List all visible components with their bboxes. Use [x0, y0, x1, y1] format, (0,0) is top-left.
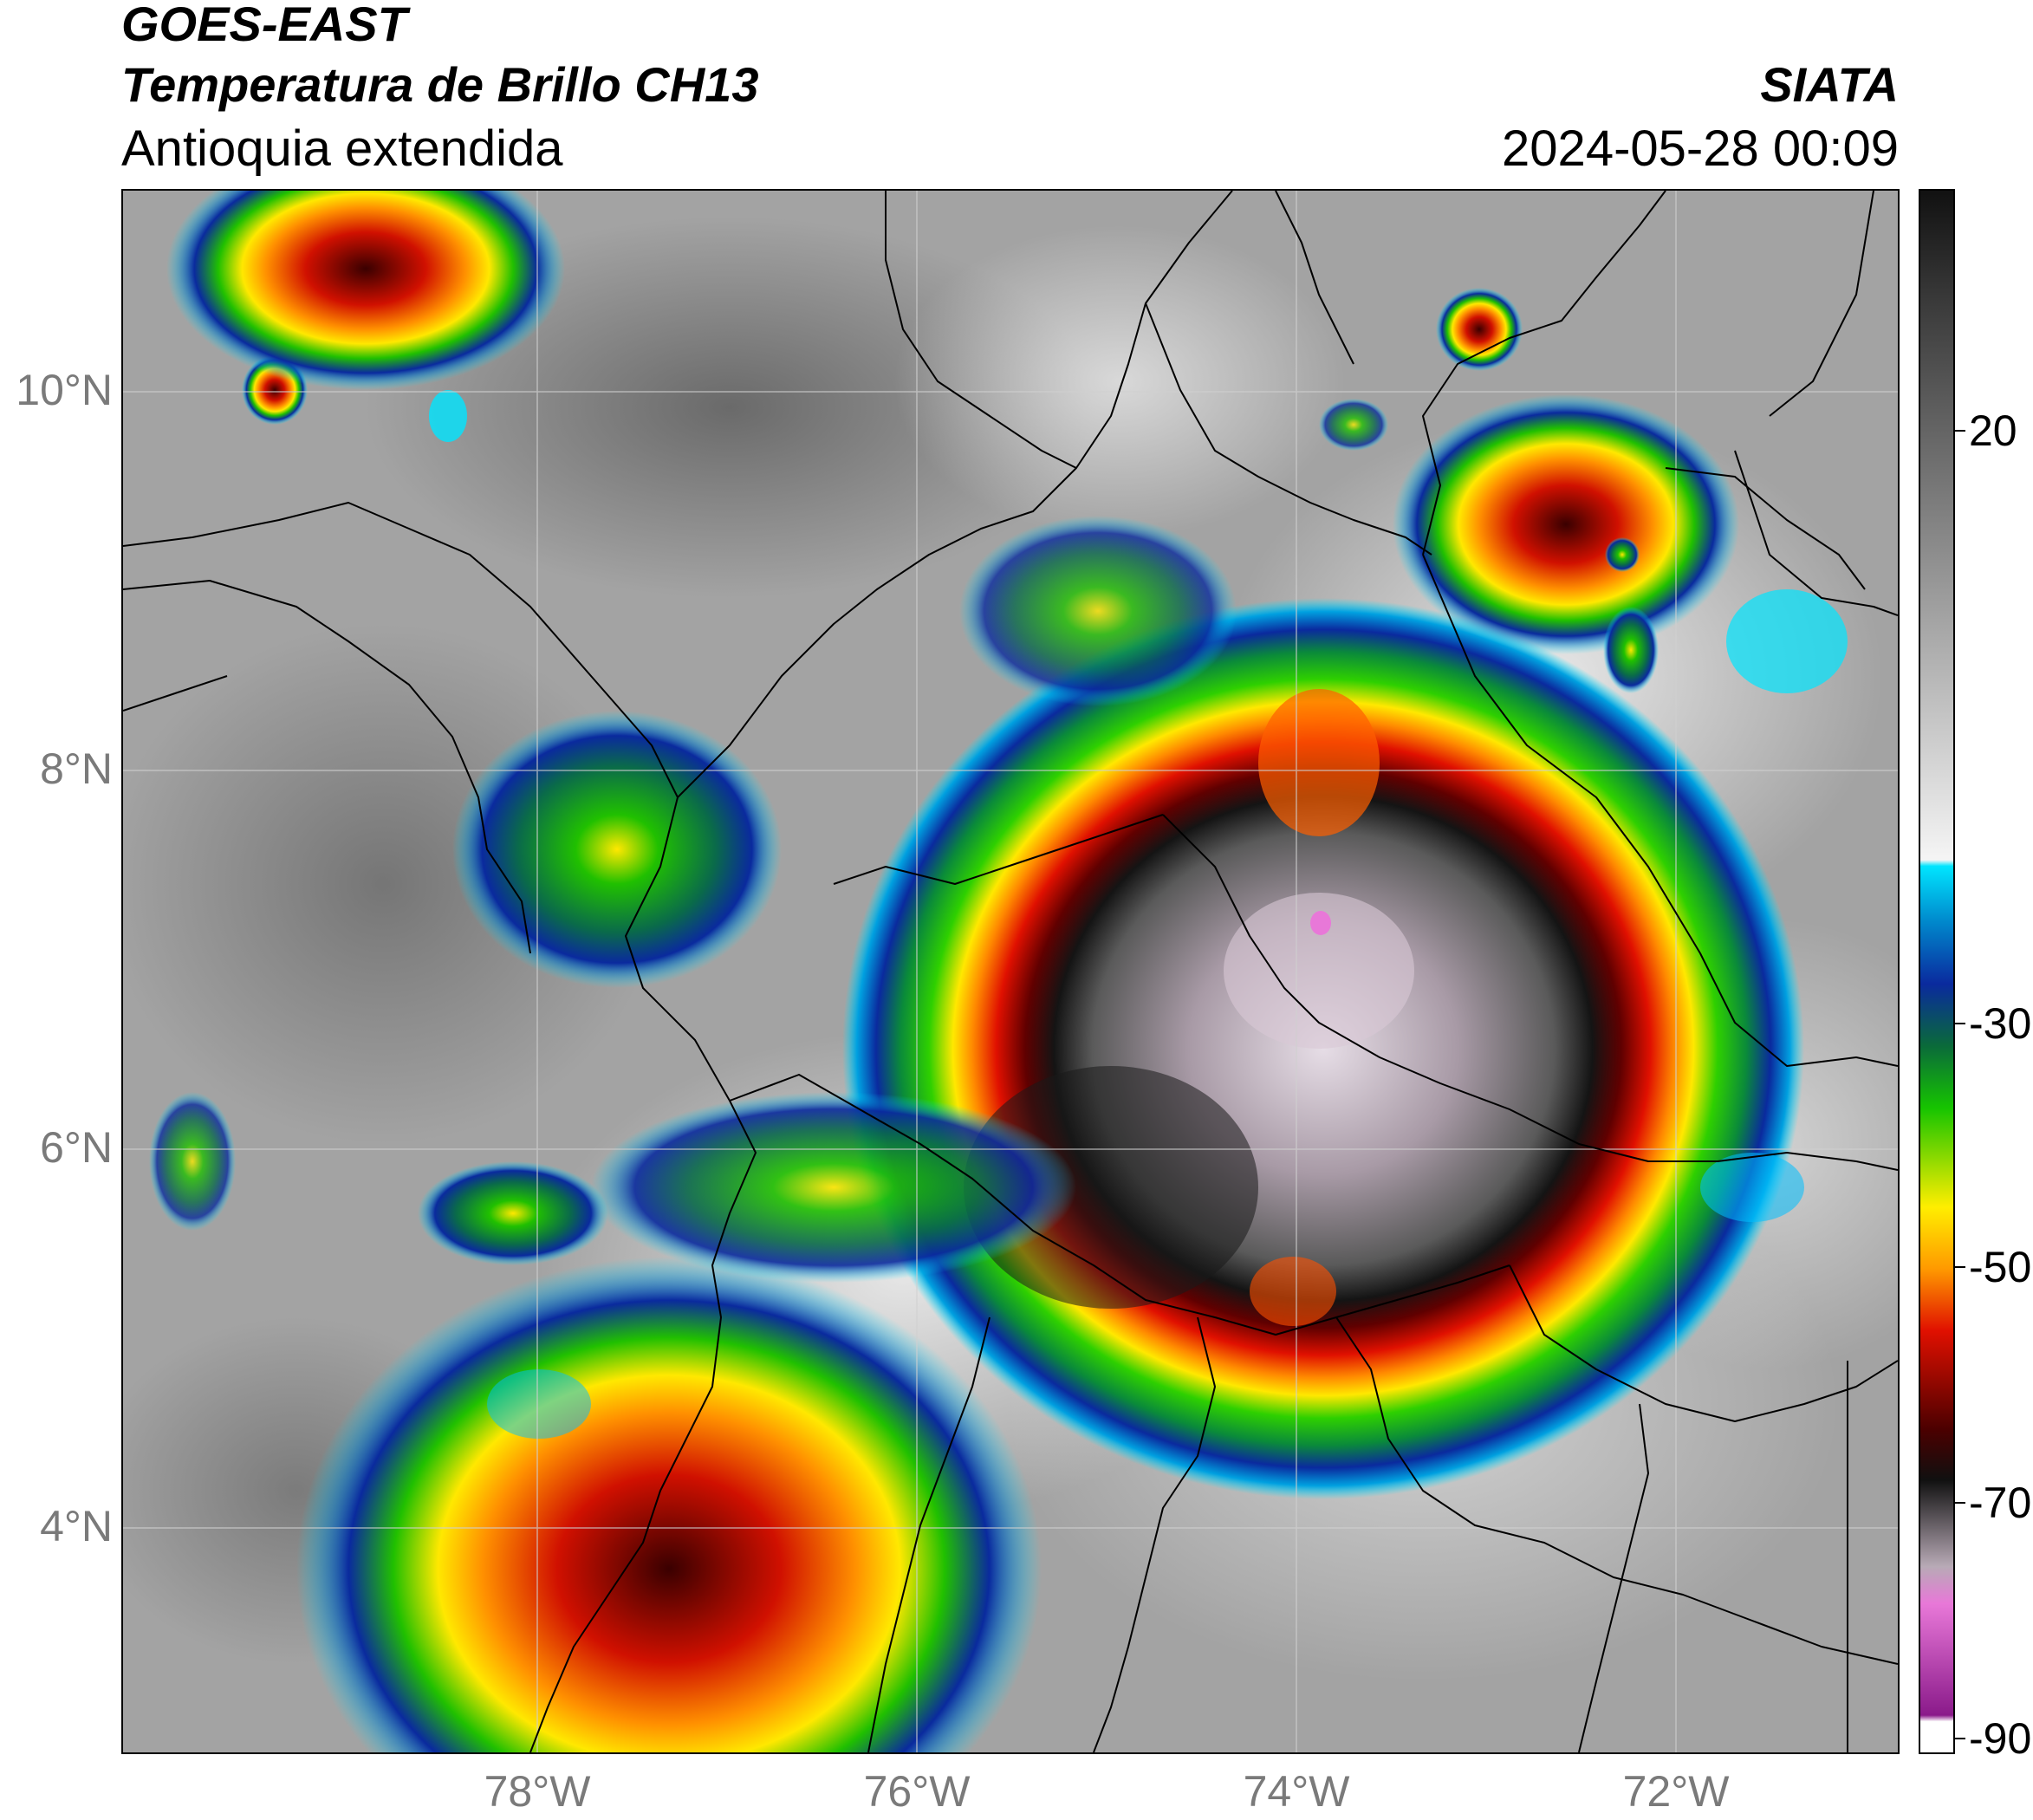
region-subtitle: Antioquia extendida	[121, 120, 563, 177]
lon-label-76w: 76°W	[863, 1767, 971, 1816]
colorbar-label-minus30: -30	[1969, 999, 2032, 1048]
colorbar-tick-minus30	[1955, 1023, 1965, 1024]
colorbar-label-minus70: -70	[1969, 1479, 2032, 1527]
lon-label-78w: 78°W	[484, 1767, 591, 1816]
datetime-label: 2024-05-28 00:09	[1502, 120, 1899, 177]
lat-label-8n: 8°N	[40, 744, 113, 793]
satellite-title: GOES-EAST	[121, 0, 407, 51]
colorbar-label-20: 20	[1969, 406, 2017, 455]
lat-label-4n: 4°N	[40, 1502, 113, 1550]
temperature-colorbar	[1919, 189, 1955, 1754]
colorbar-tick-20	[1955, 430, 1965, 432]
map-imagery	[123, 191, 1898, 1752]
lon-label-74w: 74°W	[1243, 1767, 1350, 1816]
product-title: Temperatura de Brillo CH13	[121, 57, 759, 112]
organization-label: SIATA	[1760, 57, 1899, 112]
lat-label-10n: 10°N	[16, 366, 113, 414]
lat-label-6n: 6°N	[40, 1123, 113, 1172]
colorbar-tick-minus70	[1955, 1502, 1965, 1504]
colorbar-tick-minus90	[1955, 1738, 1965, 1739]
satellite-map[interactable]	[121, 189, 1900, 1754]
colorbar-tick-minus50	[1955, 1266, 1965, 1268]
colorbar-label-minus50: -50	[1969, 1243, 2032, 1291]
lon-label-72w: 72°W	[1622, 1767, 1730, 1816]
colorbar-label-minus90: -90	[1969, 1714, 2032, 1763]
